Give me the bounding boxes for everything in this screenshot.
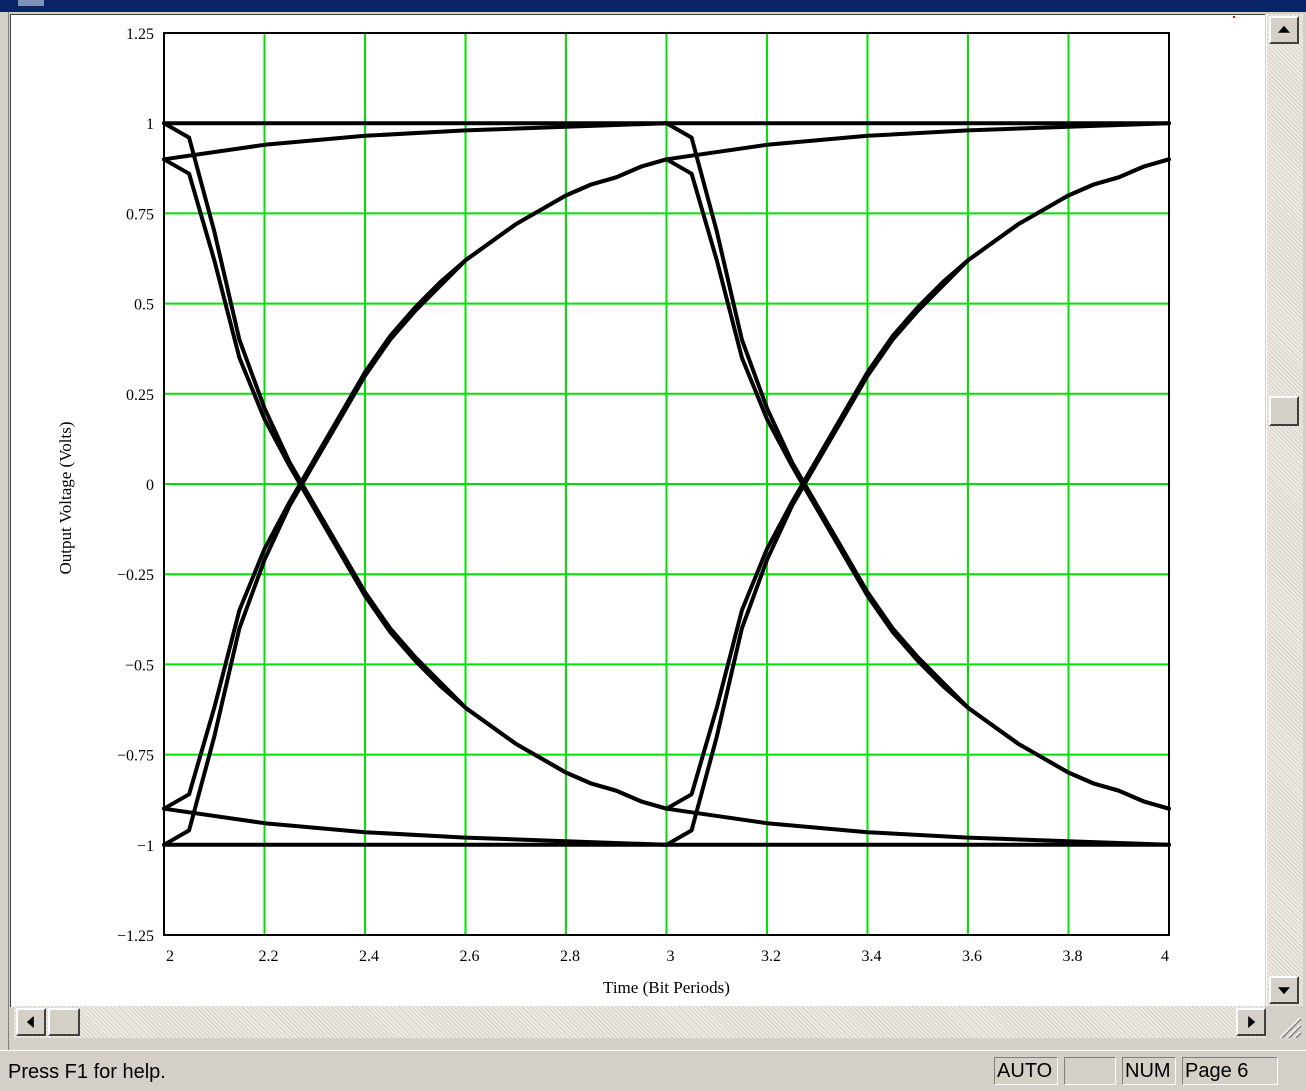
arrow-left-icon <box>26 1016 34 1028</box>
x-tick-label: 2.8 <box>560 948 580 965</box>
scroll-left-button[interactable] <box>16 1008 46 1036</box>
arrow-down-icon <box>1278 987 1290 995</box>
x-tick-label: 3.6 <box>962 948 982 965</box>
arrow-right-icon <box>1248 1016 1256 1028</box>
size-grip-icon <box>1279 1017 1302 1040</box>
eye-trace-12 <box>664 121 1171 162</box>
x-tick-label: 2 <box>166 948 174 965</box>
x-tick-label: 3.8 <box>1063 948 1083 965</box>
eye-trace-4 <box>162 121 669 162</box>
horizontal-scroll-thumb[interactable] <box>48 1008 80 1036</box>
eye-trace-11 <box>664 157 1171 811</box>
y-tick-label: 0 <box>146 477 154 494</box>
eye-trace-13 <box>664 806 1171 847</box>
eye-trace-3 <box>162 157 669 811</box>
x-tick-label: 4 <box>1161 948 1169 965</box>
x-tick-label: 2.2 <box>259 948 279 965</box>
y-tick-label: −0.25 <box>117 567 154 584</box>
y-axis-label: Output Voltage (Volts) <box>56 421 75 574</box>
eye-diagram-chart: 2 2.2 2.4 2.6 2.8 3 3.2 3.4 3.6 3.8 4 1.25 1 0.75 0.5 0… <box>56 26 1171 997</box>
red-marker-dot <box>1233 16 1235 18</box>
scroll-up-button[interactable] <box>1269 16 1299 44</box>
y-tick-label: −1 <box>137 838 154 855</box>
eye-trace-9 <box>664 157 1171 811</box>
y-tick-label: −0.5 <box>125 657 154 674</box>
y-tick-label: 1.25 <box>126 26 154 43</box>
status-pane-num: NUM <box>1122 1057 1176 1085</box>
y-tick-label: 0.5 <box>134 297 154 314</box>
arrow-up-icon <box>1278 25 1290 33</box>
x-tick-label: 2.6 <box>460 948 480 965</box>
document-view[interactable]: 2 2.2 2.4 2.6 2.8 3 3.2 3.4 3.6 3.8 4 1.25 1 0.75 0.5 0… <box>10 14 1265 1007</box>
size-grip[interactable] <box>1268 1008 1302 1040</box>
status-pane-empty <box>1064 1057 1116 1085</box>
x-tick-label: 3.2 <box>761 948 781 965</box>
status-pane-page: Page 6 <box>1182 1057 1278 1085</box>
y-tick-label: −0.75 <box>117 748 154 765</box>
window-title-bar <box>0 0 1306 12</box>
status-bar: Press F1 for help. AUTO NUM Page 6 <box>0 1050 1306 1091</box>
eye-trace-1 <box>162 157 669 811</box>
scroll-right-button[interactable] <box>1236 1008 1266 1036</box>
y-tick-label: 0.75 <box>126 206 154 223</box>
vertical-scroll-thumb[interactable] <box>1269 396 1299 426</box>
x-tick-label: 3.4 <box>862 948 882 965</box>
plot-frame <box>163 32 1170 936</box>
x-tick-label: 3 <box>667 948 675 965</box>
window-frame-left <box>0 12 9 1052</box>
x-tick-label: 2.4 <box>359 948 379 965</box>
y-tick-label: −1.25 <box>117 928 154 945</box>
title-bar-fragment <box>18 0 44 6</box>
x-axis-label: Time (Bit Periods) <box>603 978 730 997</box>
scroll-down-button[interactable] <box>1269 976 1299 1004</box>
vertical-scrollbar[interactable] <box>1266 14 1303 1006</box>
eye-trace-5 <box>162 806 669 847</box>
y-tick-label: 0.25 <box>126 387 154 404</box>
status-help-text: Press F1 for help. <box>8 1061 166 1083</box>
status-pane-auto: AUTO <box>994 1057 1058 1085</box>
y-tick-label: 1 <box>146 116 154 133</box>
horizontal-scrollbar[interactable] <box>14 1006 1266 1038</box>
